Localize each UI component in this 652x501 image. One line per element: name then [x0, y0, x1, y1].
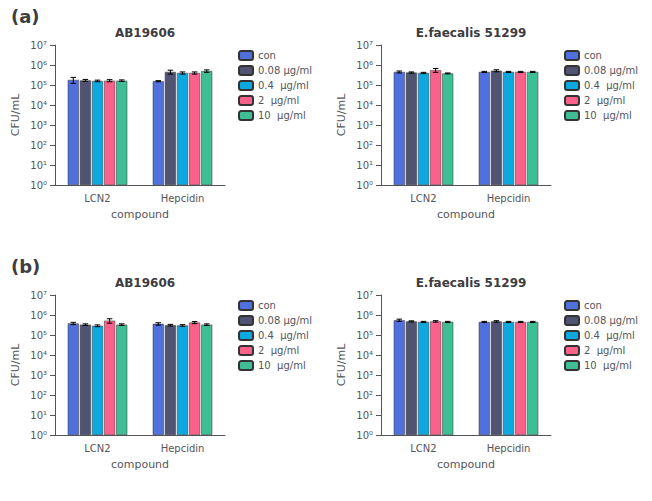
- svg-text:(a): (a): [11, 6, 40, 27]
- svg-text:10²: 10²: [356, 390, 373, 401]
- svg-text:10⁵: 10⁵: [30, 330, 47, 341]
- svg-text:10⁴: 10⁴: [30, 350, 47, 361]
- svg-text:CFU/mL: CFU/mL: [335, 93, 348, 136]
- svg-text:CFU/mL: CFU/mL: [335, 343, 348, 386]
- svg-text:2 μg/ml: 2 μg/ml: [584, 95, 625, 106]
- svg-text:compound: compound: [111, 208, 169, 221]
- svg-text:E.faecalis 51299: E.faecalis 51299: [416, 26, 527, 40]
- svg-text:10⁴: 10⁴: [356, 100, 373, 111]
- svg-text:AB19606: AB19606: [115, 26, 175, 40]
- svg-text:con: con: [258, 50, 276, 61]
- svg-text:0.08 μg/ml: 0.08 μg/ml: [258, 315, 312, 326]
- svg-text:10¹: 10¹: [30, 410, 47, 421]
- svg-text:0.4 μg/ml: 0.4 μg/ml: [584, 80, 635, 91]
- svg-text:10⁵: 10⁵: [356, 330, 373, 341]
- svg-text:Hepcidin: Hepcidin: [487, 443, 531, 454]
- svg-text:10⁷: 10⁷: [30, 40, 47, 51]
- svg-text:10³: 10³: [356, 370, 373, 381]
- svg-text:0.4 μg/ml: 0.4 μg/ml: [258, 80, 309, 91]
- svg-text:0.08 μg/ml: 0.08 μg/ml: [584, 315, 638, 326]
- svg-text:LCN2: LCN2: [410, 193, 436, 204]
- svg-text:10⁶: 10⁶: [30, 60, 47, 71]
- svg-text:CFU/mL: CFU/mL: [9, 343, 22, 386]
- svg-text:(b): (b): [11, 256, 40, 277]
- svg-text:10 μg/ml: 10 μg/ml: [258, 110, 306, 121]
- svg-text:Hepcidin: Hepcidin: [487, 193, 531, 204]
- svg-text:10⁴: 10⁴: [30, 100, 47, 111]
- svg-text:0.4 μg/ml: 0.4 μg/ml: [584, 330, 635, 341]
- svg-text:10²: 10²: [30, 140, 47, 151]
- svg-text:E.faecalis 51299: E.faecalis 51299: [416, 276, 527, 290]
- svg-text:10²: 10²: [356, 140, 373, 151]
- svg-text:10⁴: 10⁴: [356, 350, 373, 361]
- svg-text:LCN2: LCN2: [410, 443, 436, 454]
- svg-text:10¹: 10¹: [356, 160, 373, 171]
- svg-text:0.4 μg/ml: 0.4 μg/ml: [258, 330, 309, 341]
- svg-text:10⁷: 10⁷: [356, 290, 373, 301]
- svg-text:0.08 μg/ml: 0.08 μg/ml: [258, 65, 312, 76]
- svg-text:10⁰: 10⁰: [356, 430, 373, 441]
- svg-text:10⁵: 10⁵: [356, 80, 373, 91]
- svg-text:10⁵: 10⁵: [30, 80, 47, 91]
- svg-text:Hepcidin: Hepcidin: [161, 443, 205, 454]
- svg-text:10⁶: 10⁶: [356, 310, 373, 321]
- svg-text:10⁶: 10⁶: [30, 310, 47, 321]
- svg-text:LCN2: LCN2: [84, 443, 110, 454]
- svg-text:compound: compound: [111, 458, 169, 471]
- svg-text:2 μg/ml: 2 μg/ml: [258, 345, 299, 356]
- svg-text:10⁰: 10⁰: [356, 180, 373, 191]
- svg-text:con: con: [258, 300, 276, 311]
- svg-text:10⁶: 10⁶: [356, 60, 373, 71]
- svg-text:LCN2: LCN2: [84, 193, 110, 204]
- svg-text:10 μg/ml: 10 μg/ml: [258, 360, 306, 371]
- svg-text:10 μg/ml: 10 μg/ml: [584, 360, 632, 371]
- svg-text:AB19606: AB19606: [115, 276, 175, 290]
- svg-text:con: con: [584, 300, 602, 311]
- svg-text:10⁰: 10⁰: [30, 430, 47, 441]
- svg-text:10³: 10³: [30, 120, 47, 131]
- svg-text:10 μg/ml: 10 μg/ml: [584, 110, 632, 121]
- svg-text:10²: 10²: [30, 390, 47, 401]
- svg-text:10⁷: 10⁷: [30, 290, 47, 301]
- svg-text:Hepcidin: Hepcidin: [161, 193, 205, 204]
- svg-text:2 μg/ml: 2 μg/ml: [258, 95, 299, 106]
- svg-text:con: con: [584, 50, 602, 61]
- svg-text:10⁷: 10⁷: [356, 40, 373, 51]
- svg-text:compound: compound: [437, 208, 495, 221]
- svg-text:CFU/mL: CFU/mL: [9, 93, 22, 136]
- svg-text:compound: compound: [437, 458, 495, 471]
- svg-text:10⁰: 10⁰: [30, 180, 47, 191]
- svg-text:0.08 μg/ml: 0.08 μg/ml: [584, 65, 638, 76]
- svg-text:10¹: 10¹: [30, 160, 47, 171]
- svg-text:2 μg/ml: 2 μg/ml: [584, 345, 625, 356]
- svg-text:10¹: 10¹: [356, 410, 373, 421]
- svg-text:10³: 10³: [356, 120, 373, 131]
- svg-text:10³: 10³: [30, 370, 47, 381]
